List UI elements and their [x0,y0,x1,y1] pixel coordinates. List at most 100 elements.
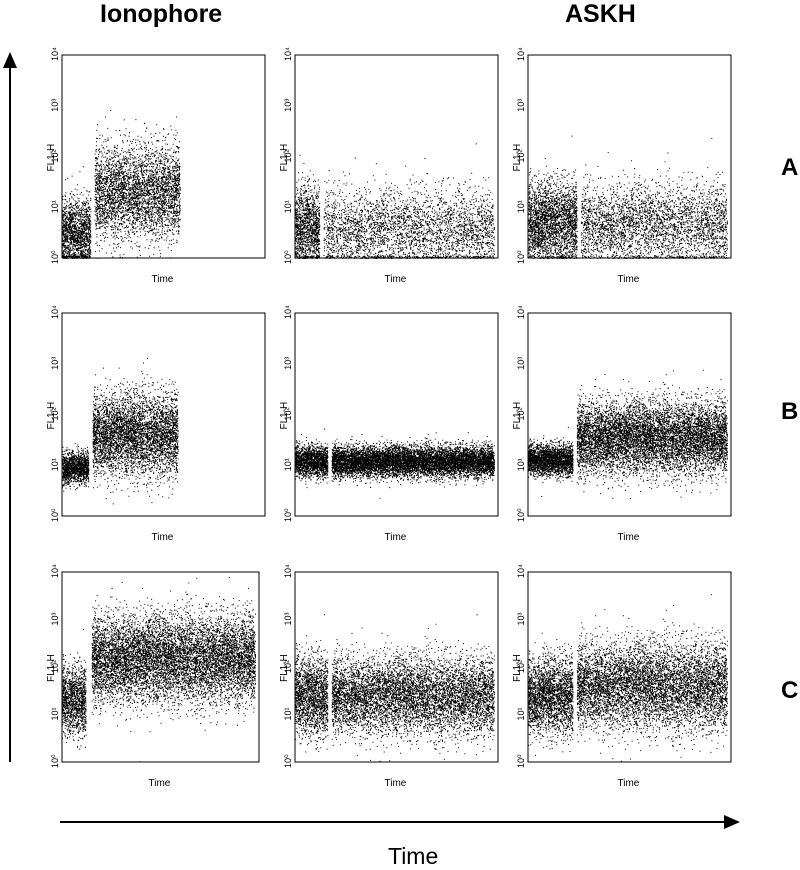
y-axis-label: FL1-H [46,654,57,682]
x-axis-label: Time [385,778,407,789]
y-tick-label: 10³ [516,612,526,625]
plot-frame [527,312,732,517]
scatter-segment [528,426,574,497]
panel-a-2: 10⁰ 10¹ 10² 10³ 10⁴ FL1-H Time [279,47,499,285]
scatter-segment [323,143,495,259]
column-title-ionophore: Ionophore [100,0,223,28]
y-axis-label: FL1-H [279,144,290,172]
x-axis-label: Time [149,778,171,789]
y-tick-label: 10² [283,660,293,673]
y-tick-label: 10³ [283,99,293,112]
scatter-segment [295,428,329,489]
y-tick-label: 10¹ [516,200,526,213]
panel-a-3: 10⁰ 10¹ 10² 10³ 10⁴ FL1-H Time [512,47,732,285]
plot-frame [61,571,260,763]
scatter-segment [580,137,728,259]
y-tick-label: 10² [50,660,60,673]
plot-frame [61,312,266,517]
vertical-arrow-head [3,52,17,68]
y-tick-label: 10⁰ [516,754,526,768]
y-axis-label: FL1-H [512,654,523,682]
y-tick-label: 10² [516,407,526,420]
row-label-a: A [781,154,799,181]
y-tick-label: 10³ [516,357,526,370]
plot-frame [527,571,732,763]
panel-b-2: 10⁰ 10¹ 10² 10³ 10⁴ FL1-H Time [279,305,499,543]
y-tick-label: 10¹ [50,707,60,720]
y-tick-label: 10¹ [283,200,293,213]
y-axis-label: FL1-H [279,654,290,682]
y-tick-label: 10⁰ [516,508,526,522]
y-tick-label: 10² [516,660,526,673]
x-axis-label: Time [618,274,640,285]
y-tick-label: 10³ [50,612,60,625]
y-tick-label: 10¹ [516,458,526,471]
y-tick-label: 10⁴ [50,305,60,319]
y-tick-label: 10⁰ [283,250,293,264]
panel-c-2: 10⁰ 10¹ 10² 10³ 10⁴ FL1-H Time [279,564,499,789]
x-axis-label: Time [618,532,640,543]
panel-b-3: 10⁰ 10¹ 10² 10³ 10⁴ FL1-H Time [512,305,732,543]
y-tick-label: 10⁰ [50,754,60,768]
y-tick-label: 10¹ [283,707,293,720]
y-axis-label: FL1-H [46,144,57,172]
plot-frame [294,54,499,259]
scatter-segment [576,594,728,762]
scatter-segment [295,614,329,753]
y-tick-label: 10⁰ [516,250,526,264]
scatter-segment [94,110,181,259]
x-axis-label: Time [385,274,407,285]
y-tick-label: 10² [50,149,60,162]
x-axis-label: Time [152,274,174,285]
x-axis-label: Time [385,532,407,543]
y-tick-label: 10⁰ [283,508,293,522]
scatter-segment [91,576,257,763]
panel-a-1: 10⁰ 10¹ 10² 10³ 10⁴ FL1-H Time [46,47,266,285]
y-tick-label: 10³ [50,357,60,370]
y-tick-label: 10² [283,149,293,162]
horizontal-arrow-head [724,815,740,829]
y-tick-label: 10¹ [50,200,60,213]
column-title-askh: ASKH [565,0,636,28]
y-axis-label: FL1-H [279,402,290,430]
y-tick-label: 10¹ [283,458,293,471]
plot-frame [527,54,732,259]
y-tick-label: 10³ [283,357,293,370]
y-tick-label: 10⁴ [283,305,293,319]
row-label-c: C [781,677,799,704]
y-tick-label: 10⁴ [283,47,293,61]
y-tick-label: 10⁰ [50,250,60,264]
scatter-segment [62,629,87,750]
y-tick-label: 10² [50,407,60,420]
y-tick-label: 10³ [50,99,60,112]
plot-frame [294,571,499,763]
y-tick-label: 10⁴ [516,305,526,319]
plot-frame [294,312,499,517]
scatter-segment [92,357,179,505]
y-tick-label: 10⁰ [50,508,60,522]
scatter-segment [331,614,495,762]
row-label-b: B [781,398,799,425]
y-tick-label: 10¹ [50,458,60,471]
y-tick-label: 10⁴ [516,564,526,578]
y-tick-label: 10⁴ [516,47,526,61]
x-axis-arrow-label: Time [388,843,439,869]
y-axis-label: FL1-H [512,402,523,430]
scatter-segment [331,432,495,499]
panel-c-1: 10⁰ 10¹ 10² 10³ 10⁴ FL1-H Time [46,564,260,789]
y-tick-label: 10⁴ [50,47,60,61]
y-tick-label: 10³ [516,99,526,112]
scatter-segment [528,135,578,259]
y-tick-label: 10⁰ [283,754,293,768]
scatter-segment [295,154,321,259]
y-tick-label: 10⁴ [283,564,293,578]
plot-frame [61,54,266,259]
y-tick-label: 10¹ [516,707,526,720]
x-axis-label: Time [618,778,640,789]
y-tick-label: 10² [283,407,293,420]
scatter-segment [62,443,90,492]
scatter-segment [528,632,574,756]
scatter-segment [576,369,728,499]
panel-b-1: 10⁰ 10¹ 10² 10³ 10⁴ FL1-H Time [46,305,266,543]
